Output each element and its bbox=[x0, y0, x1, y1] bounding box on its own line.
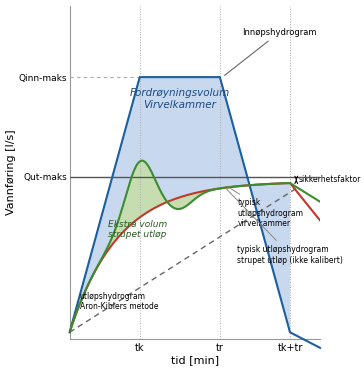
Text: sikkerhetsfaktor: sikkerhetsfaktor bbox=[299, 175, 361, 184]
Text: utløpshydrogram
Aron-Kiblers metode: utløpshydrogram Aron-Kiblers metode bbox=[80, 292, 158, 311]
Y-axis label: Vannføring [l/s]: Vannføring [l/s] bbox=[5, 129, 16, 215]
Text: typisk
utløpshydrogram
virvelkammer: typisk utløpshydrogram virvelkammer bbox=[230, 188, 304, 228]
Polygon shape bbox=[70, 161, 290, 332]
Text: Ekstra volum
strupet utløp: Ekstra volum strupet utløp bbox=[108, 220, 167, 239]
Polygon shape bbox=[70, 77, 290, 332]
Text: typisk utløpshydrogram
strupet utløp (ikke kalibert): typisk utløpshydrogram strupet utløp (ik… bbox=[227, 189, 343, 265]
X-axis label: tid [min]: tid [min] bbox=[171, 355, 219, 365]
Text: Innøpshydrogram: Innøpshydrogram bbox=[225, 28, 317, 75]
Text: Fordrøyningsvolum
Virvelkammer: Fordrøyningsvolum Virvelkammer bbox=[130, 88, 230, 110]
